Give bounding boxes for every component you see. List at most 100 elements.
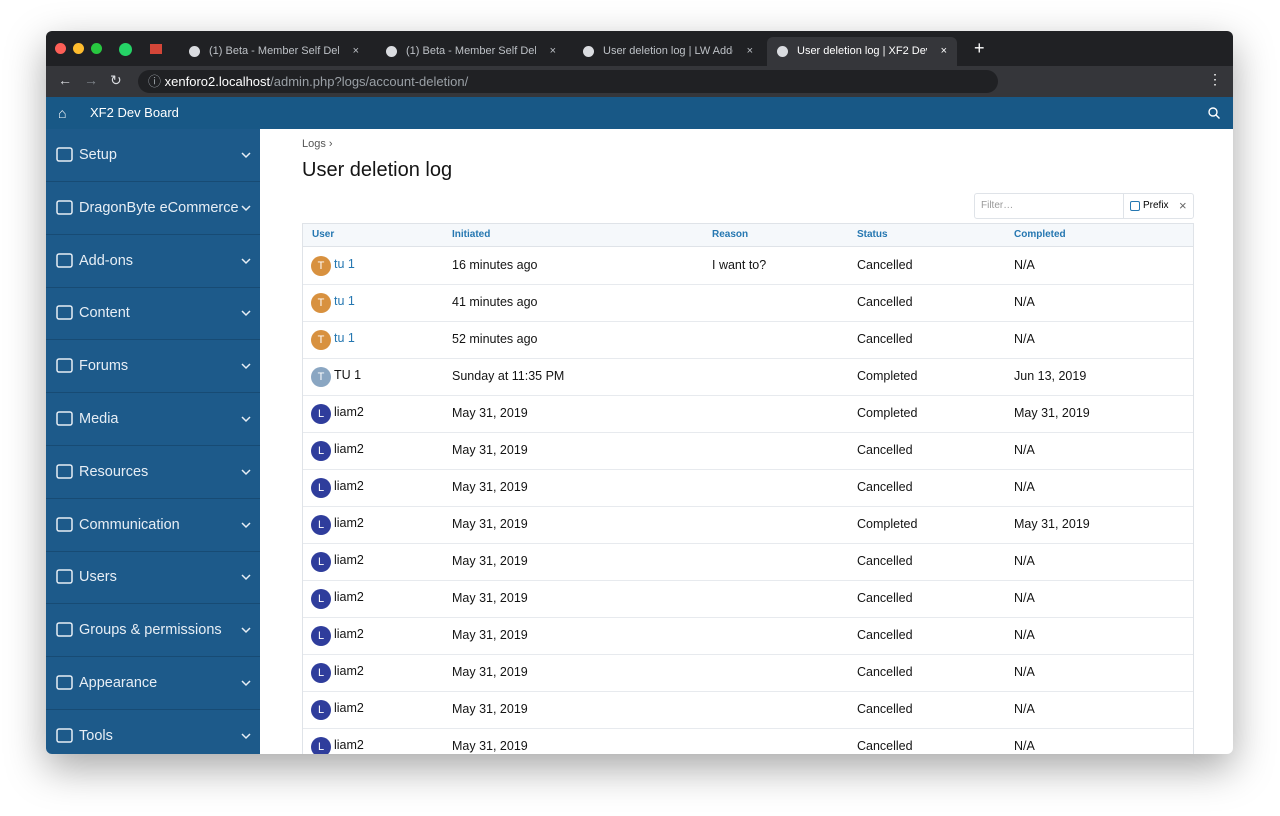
user-avatar[interactable]: T <box>311 367 331 387</box>
status-cell: Completed <box>857 406 918 420</box>
username[interactable]: liam2 <box>334 701 364 715</box>
column-header[interactable]: Reason <box>712 229 749 240</box>
initiated-cell: May 31, 2019 <box>452 628 528 642</box>
home-icon[interactable]: ⌂ <box>58 105 67 121</box>
board-title[interactable]: XF2 Dev Board <box>90 105 179 120</box>
username[interactable]: liam2 <box>334 553 364 567</box>
user-avatar[interactable]: L <box>311 515 331 535</box>
address-path: /admin.php?logs/account-deletion/ <box>270 74 469 89</box>
completed-cell: N/A <box>1014 739 1035 753</box>
sidebar-item[interactable]: Resources <box>46 446 260 499</box>
clear-filter[interactable]: × <box>1179 198 1187 213</box>
status-cell: Completed <box>857 369 918 383</box>
completed-cell: N/A <box>1014 628 1035 642</box>
sidebar-label: Add-ons <box>79 252 134 269</box>
user-avatar[interactable]: T <box>311 293 331 313</box>
pinned-tab[interactable] <box>150 44 162 54</box>
username[interactable]: tu 1 <box>334 331 355 345</box>
menu-button[interactable]: ⋮ <box>1208 71 1222 87</box>
initiated-cell: 41 minutes ago <box>452 295 538 309</box>
initiated-cell: May 31, 2019 <box>452 702 528 716</box>
forward-button[interactable]: → <box>84 72 98 88</box>
user-avatar[interactable]: L <box>311 589 331 609</box>
back-button[interactable]: ← <box>58 72 72 88</box>
sidebar-item[interactable]: Tools <box>46 710 260 754</box>
user-avatar[interactable]: L <box>311 404 331 424</box>
status-cell: Cancelled <box>857 480 913 494</box>
breadcrumb[interactable]: Logs › <box>302 138 333 150</box>
user-avatar[interactable]: L <box>311 663 331 683</box>
filter-input[interactable]: Filter… <box>981 200 1014 211</box>
browser-tab[interactable]: User deletion log | XF2 Dev Board× <box>767 37 957 66</box>
username[interactable]: liam2 <box>334 516 364 530</box>
filter-box[interactable]: Filter… Prefix × <box>974 193 1194 219</box>
pinned-tab[interactable] <box>119 43 132 56</box>
status-cell: Cancelled <box>857 739 913 753</box>
browser-tab[interactable]: (1) Beta - Member Self Delete× <box>179 37 369 66</box>
user-avatar[interactable]: T <box>311 330 331 350</box>
sidebar-item[interactable]: Users <box>46 551 260 605</box>
maximize-window[interactable] <box>91 43 102 54</box>
initiated-cell: 16 minutes ago <box>452 258 538 272</box>
username[interactable]: liam2 <box>334 627 364 641</box>
browser-tab[interactable]: (1) Beta - Member Self Delete× <box>376 37 566 66</box>
user-avatar[interactable]: T <box>311 256 331 276</box>
column-header[interactable]: Status <box>857 229 888 240</box>
search-icon[interactable] <box>1208 107 1220 119</box>
tab-bar: + (1) Beta - Member Self Delete×(1) Beta… <box>46 31 1233 66</box>
sidebar-item[interactable]: Communication <box>46 499 260 552</box>
sidebar-item[interactable]: Forums <box>46 340 260 394</box>
breadcrumb-link[interactable]: Logs <box>302 138 326 150</box>
completed-cell: N/A <box>1014 480 1035 494</box>
sidebar-item[interactable]: Setup <box>46 129 260 182</box>
username[interactable]: liam2 <box>334 479 364 493</box>
column-header[interactable]: Initiated <box>452 229 491 240</box>
user-avatar[interactable]: L <box>311 552 331 572</box>
tab-title: User deletion log | XF2 Dev Board <box>797 45 927 57</box>
prefix-toggle[interactable]: Prefix <box>1123 194 1174 218</box>
sidebar: Setup DragonByte eCommerce Add-ons Content F… <box>46 129 260 754</box>
username[interactable]: liam2 <box>334 405 364 419</box>
user-avatar[interactable]: L <box>311 478 331 498</box>
username[interactable]: liam2 <box>334 664 364 678</box>
column-header[interactable]: User <box>312 229 335 240</box>
sidebar-item[interactable]: Content <box>46 287 260 341</box>
sidebar-item[interactable]: Groups & permissions <box>46 604 260 658</box>
user-avatar[interactable]: L <box>311 700 331 720</box>
browser-tab[interactable]: User deletion log | LW Addons× <box>573 37 763 66</box>
reload-button[interactable]: ↻ <box>110 72 122 88</box>
initiated-cell: May 31, 2019 <box>452 443 528 457</box>
completed-cell: N/A <box>1014 702 1035 716</box>
sidebar-item[interactable]: Appearance <box>46 657 260 710</box>
sidebar-item[interactable]: DragonByte eCommerce <box>46 182 260 235</box>
username[interactable]: tu 1 <box>334 294 355 308</box>
address-bar[interactable]: ⓘ xenforo2.localhost/admin.php?logs/acco… <box>138 70 998 93</box>
reason-cell: I want to? <box>712 258 767 272</box>
username[interactable]: liam2 <box>334 738 364 752</box>
user-avatar[interactable]: L <box>311 737 331 754</box>
new-tab[interactable]: + <box>974 38 985 58</box>
initiated-cell: May 31, 2019 <box>452 591 528 605</box>
sidebar-item[interactable]: Media <box>46 393 260 446</box>
initiated-cell: May 31, 2019 <box>452 554 528 568</box>
user-avatar[interactable]: L <box>311 441 331 461</box>
sidebar-label: Users <box>79 569 117 586</box>
user-avatar[interactable]: L <box>311 626 331 646</box>
minimize-window[interactable] <box>73 43 84 54</box>
status-cell: Completed <box>857 517 918 531</box>
username[interactable]: liam2 <box>334 590 364 604</box>
sidebar-label: Media <box>79 411 119 427</box>
status-cell: Cancelled <box>857 702 913 716</box>
completed-cell: N/A <box>1014 554 1035 568</box>
username[interactable]: liam2 <box>334 442 364 456</box>
username[interactable]: TU 1 <box>334 368 362 382</box>
sidebar-item[interactable]: Add-ons <box>46 235 260 288</box>
column-header[interactable]: Completed <box>1014 229 1066 240</box>
username[interactable]: tu 1 <box>334 257 355 271</box>
close-window[interactable] <box>55 43 66 54</box>
sidebar-label: Forums <box>79 358 129 375</box>
